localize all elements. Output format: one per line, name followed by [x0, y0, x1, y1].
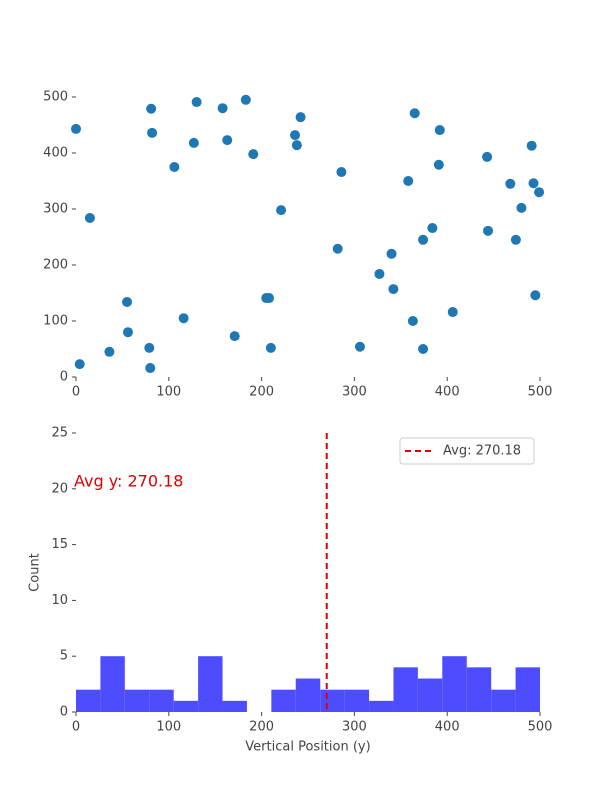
- point: [104, 346, 115, 357]
- point: [122, 296, 133, 307]
- point: [291, 140, 302, 151]
- point: [147, 127, 158, 138]
- bar: [393, 667, 418, 712]
- point: [248, 149, 259, 160]
- point: [409, 108, 420, 119]
- point: [332, 243, 343, 254]
- point: [386, 248, 397, 259]
- x-tick-label: 100: [156, 720, 181, 735]
- y-tick-label: 0: [60, 370, 68, 385]
- point: [534, 187, 545, 198]
- x-tick-label: 0: [72, 720, 80, 735]
- y-tick-label: 20: [51, 481, 68, 496]
- point: [505, 178, 516, 189]
- point: [447, 307, 458, 318]
- x-tick-label: 0: [72, 385, 80, 400]
- x-tick-label: 100: [156, 385, 181, 400]
- y-tick-label: 25: [51, 426, 68, 441]
- point: [222, 135, 233, 146]
- point: [427, 223, 438, 234]
- point: [276, 205, 287, 216]
- legend-label: Avg: 270.18: [443, 444, 521, 459]
- y-tick-label: 5: [60, 649, 68, 664]
- point: [144, 342, 155, 353]
- point: [295, 112, 306, 123]
- point: [84, 212, 95, 223]
- y-tick-label: 100: [43, 314, 68, 329]
- point: [290, 130, 301, 141]
- bar: [222, 700, 247, 712]
- point: [188, 137, 199, 148]
- x-tick-label: 400: [435, 385, 460, 400]
- x-tick-label: 400: [435, 720, 460, 735]
- point: [229, 331, 240, 342]
- point: [374, 268, 385, 279]
- point: [418, 234, 429, 245]
- bar: [369, 700, 394, 712]
- point: [217, 103, 228, 114]
- x-tick-label: 500: [528, 385, 553, 400]
- y-tick-label: 0: [60, 705, 68, 720]
- annotation: Avg y: 270.18: [74, 472, 183, 491]
- point: [240, 94, 251, 105]
- y-tick-label: 200: [43, 258, 68, 273]
- x-tick-label: 200: [249, 720, 274, 735]
- bar: [198, 656, 223, 712]
- point: [433, 159, 444, 170]
- y-tick-label: 15: [51, 537, 68, 552]
- bar: [515, 667, 540, 712]
- y-tick-label: 10: [51, 593, 68, 608]
- bar: [100, 656, 125, 712]
- x-axis-label: Vertical Position (y): [245, 740, 370, 755]
- bar: [466, 667, 492, 712]
- y-axis-label: Count: [28, 553, 43, 592]
- point: [169, 162, 180, 172]
- bar: [417, 678, 443, 712]
- point: [483, 225, 494, 236]
- point: [265, 342, 276, 353]
- point: [178, 313, 189, 324]
- y-tick-label: 300: [43, 202, 68, 217]
- x-tick-label: 300: [342, 385, 367, 400]
- point: [354, 341, 365, 352]
- legend-box: [399, 437, 535, 465]
- point: [122, 327, 133, 338]
- point: [530, 290, 541, 301]
- point: [526, 140, 537, 151]
- bar: [149, 689, 174, 712]
- bar: [320, 689, 345, 712]
- point: [434, 125, 445, 136]
- point: [528, 178, 539, 189]
- point: [146, 103, 157, 114]
- point: [336, 167, 347, 178]
- bar: [295, 678, 321, 712]
- bar: [124, 689, 150, 712]
- point: [418, 344, 429, 354]
- point: [482, 151, 493, 162]
- bar: [173, 700, 199, 712]
- point: [71, 123, 81, 134]
- point: [74, 359, 85, 370]
- point: [145, 363, 156, 374]
- point: [403, 176, 414, 186]
- x-tick-label: 500: [528, 720, 553, 735]
- x-tick-label: 300: [342, 720, 367, 735]
- y-tick-label: 400: [43, 146, 68, 161]
- point: [191, 97, 202, 108]
- y-tick-label: 500: [43, 90, 68, 105]
- point: [388, 284, 399, 295]
- bar: [76, 689, 101, 712]
- bar: [271, 689, 296, 712]
- bar: [491, 689, 516, 712]
- point: [516, 202, 527, 213]
- point: [264, 293, 275, 304]
- point: [510, 234, 521, 245]
- bar: [442, 656, 467, 712]
- x-tick-label: 200: [249, 385, 274, 400]
- bar: [344, 689, 370, 712]
- point: [407, 316, 418, 326]
